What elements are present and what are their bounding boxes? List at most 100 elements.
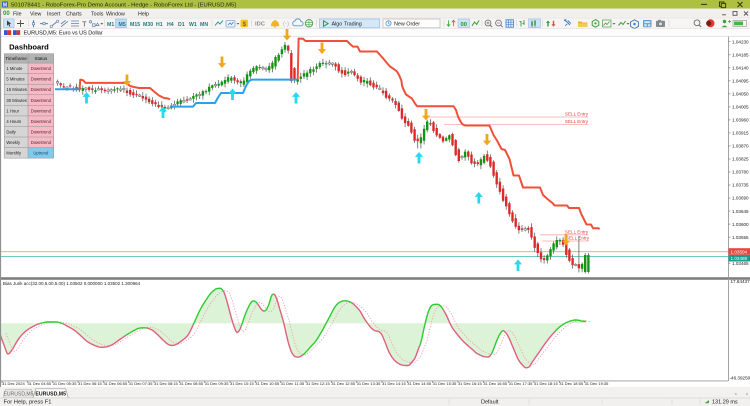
svg-text:MN: MN [200, 22, 208, 28]
svg-text:View: View [30, 11, 42, 17]
svg-text:EURUSD,M5: EURUSD,M5 [3, 392, 33, 398]
svg-text:5 Minutes: 5 Minutes [6, 77, 24, 82]
svg-text:4 Hours: 4 Hours [6, 119, 21, 124]
svg-text:1 Minute: 1 Minute [6, 66, 23, 71]
svg-text:1 Hour: 1 Hour [6, 108, 19, 113]
svg-text:31 Dec 06:55: 31 Dec 06:55 [103, 381, 128, 386]
svg-text:17.844377: 17.844377 [731, 279, 750, 284]
svg-text:For Help, press F1: For Help, press F1 [4, 400, 52, 406]
svg-text:Dashboard: Dashboard [9, 43, 49, 52]
svg-text:1.04230: 1.04230 [732, 40, 749, 45]
svg-text:Downtrend: Downtrend [31, 140, 52, 145]
svg-text:31 Dec 13:35: 31 Dec 13:35 [357, 381, 382, 386]
svg-text:15 Minutes: 15 Minutes [6, 87, 26, 92]
svg-text:IDC: IDC [255, 22, 266, 28]
svg-text:M: M [3, 2, 7, 8]
svg-text:31 Dec 04:55: 31 Dec 04:55 [27, 381, 52, 386]
svg-text:Downtrend: Downtrend [31, 129, 52, 134]
svg-text:SELL Entry: SELL Entry [565, 229, 589, 234]
svg-text:1.03735: 1.03735 [732, 183, 749, 188]
svg-text:1.04005: 1.04005 [732, 105, 749, 110]
svg-text:Window: Window [106, 11, 125, 17]
svg-text:M15: M15 [130, 22, 140, 28]
svg-text:501078441 - RoboForex-Pro Demo: 501078441 - RoboForex-Pro Demo Account -… [11, 2, 236, 8]
svg-text:Timeframe: Timeframe [5, 56, 27, 61]
svg-text:SELL Entry: SELL Entry [565, 112, 589, 117]
svg-text:1.03645: 1.03645 [732, 209, 749, 214]
svg-text:Downtrend: Downtrend [31, 77, 52, 82]
svg-text:31 Dec 16:15: 31 Dec 16:15 [458, 381, 483, 386]
svg-text:Uptrend: Uptrend [33, 151, 49, 156]
svg-text:Algo Trading: Algo Trading [332, 22, 362, 28]
svg-text:31 Dec 2024: 31 Dec 2024 [2, 381, 25, 386]
svg-text:1.04185: 1.04185 [732, 53, 749, 58]
svg-text:31 Dec 06:15: 31 Dec 06:15 [78, 381, 103, 386]
svg-text:EURUSD,M5: EURUSD,M5 [35, 392, 66, 398]
svg-text:31 Dec 17:35: 31 Dec 17:35 [509, 381, 534, 386]
svg-text:Downtrend: Downtrend [31, 119, 52, 124]
svg-text:1.03960: 1.03960 [732, 118, 749, 123]
svg-text:Status: Status [34, 56, 48, 61]
svg-text:1.03504: 1.03504 [731, 249, 748, 254]
svg-text:Bias Jurik acc(32.00,5.00,5.00: Bias Jurik acc(32.00,5.00,5.00) 1.03502 … [3, 281, 141, 286]
svg-text:31 Dec 16:55: 31 Dec 16:55 [483, 381, 508, 386]
svg-text:1.03780: 1.03780 [732, 170, 749, 175]
svg-text:31 Dec 15:35: 31 Dec 15:35 [433, 381, 458, 386]
svg-text:31 Dec 10:55: 31 Dec 10:55 [255, 381, 280, 386]
svg-text:31 Dec 09:35: 31 Dec 09:35 [205, 381, 230, 386]
svg-text:31 Dec 18:55: 31 Dec 18:55 [559, 381, 584, 386]
svg-text:Help: Help [138, 11, 149, 17]
svg-text:31 Dec 12:15: 31 Dec 12:15 [306, 381, 331, 386]
svg-text:Tools: Tools [91, 11, 104, 17]
svg-text:File: File [13, 11, 22, 17]
svg-text:Monthly: Monthly [6, 151, 22, 156]
svg-text:1.04050: 1.04050 [732, 92, 749, 97]
svg-text:Daily: Daily [6, 129, 16, 134]
svg-text:Downtrend: Downtrend [31, 87, 52, 92]
svg-text:New Order: New Order [394, 22, 420, 28]
svg-text:SELL Entry: SELL Entry [565, 119, 589, 124]
svg-text:31 Dec 08:15: 31 Dec 08:15 [154, 381, 179, 386]
svg-text:30 Minutes: 30 Minutes [6, 98, 26, 103]
svg-text:Insert: Insert [47, 11, 61, 17]
svg-text:Default: Default [481, 400, 499, 406]
svg-text:M30: M30 [143, 22, 153, 28]
svg-text:M1: M1 [107, 22, 114, 28]
svg-text:Charts: Charts [66, 11, 82, 17]
svg-text:31 Dec 08:55: 31 Dec 08:55 [179, 381, 204, 386]
svg-text:H1: H1 [156, 22, 163, 28]
svg-text:131.29 ms: 131.29 ms [712, 400, 738, 406]
svg-text:31 Dec 10:15: 31 Dec 10:15 [230, 381, 255, 386]
svg-text:M5: M5 [119, 22, 126, 28]
svg-text:31 Dec 14:15: 31 Dec 14:15 [382, 381, 407, 386]
svg-text:$: $ [243, 22, 247, 28]
svg-text:31 Dec 18:15: 31 Dec 18:15 [534, 381, 559, 386]
svg-text:1.03915: 1.03915 [732, 131, 749, 136]
svg-text:(-): (-) [283, 22, 289, 28]
svg-text:Downtrend: Downtrend [31, 98, 52, 103]
svg-text:W1: W1 [189, 22, 197, 28]
svg-text:00: 00 [3, 11, 10, 17]
svg-text:1.04095: 1.04095 [732, 79, 749, 84]
svg-text:Weekly: Weekly [6, 140, 21, 145]
svg-text:H4: H4 [167, 22, 174, 28]
svg-text:1.03600: 1.03600 [732, 222, 749, 227]
svg-text:1.03825: 1.03825 [732, 157, 749, 162]
svg-text:SELL Entry: SELL Entry [566, 236, 590, 241]
svg-text:›: › [746, 391, 748, 397]
svg-text:1.03465: 1.03465 [732, 261, 749, 266]
svg-text:1.03870: 1.03870 [732, 144, 749, 149]
svg-text:00: 00 [460, 22, 466, 28]
svg-text:Downtrend: Downtrend [31, 66, 52, 71]
svg-text:31 Dec 19:35: 31 Dec 19:35 [585, 381, 610, 386]
svg-text:T: T [82, 19, 87, 28]
svg-text:31 Dec 11:35: 31 Dec 11:35 [281, 381, 305, 386]
svg-text:‹: ‹ [735, 391, 737, 397]
svg-text:EURUSD,M5: Euro vs US Dollar: EURUSD,M5: Euro vs US Dollar [24, 31, 103, 37]
svg-text:Downtrend: Downtrend [31, 108, 52, 113]
svg-text:1.03488: 1.03488 [731, 256, 748, 261]
svg-text:1.03690: 1.03690 [732, 196, 749, 201]
svg-text:D1: D1 [178, 22, 185, 28]
svg-text:31 Dec 05:35: 31 Dec 05:35 [53, 381, 78, 386]
